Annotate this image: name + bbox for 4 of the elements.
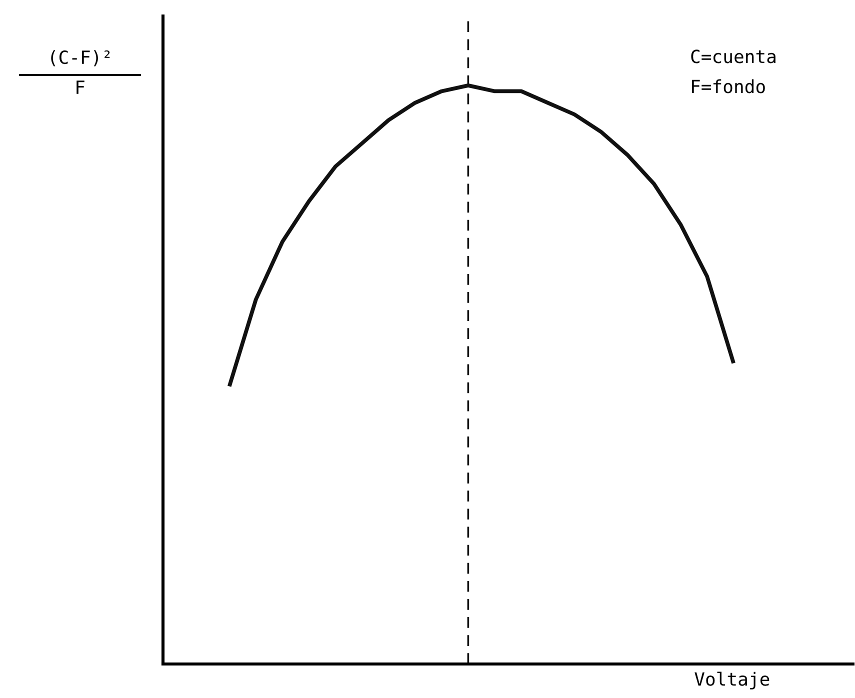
text: C=cuenta bbox=[691, 50, 776, 64]
x-axis-title: Voltaje bbox=[694, 672, 770, 690]
annotation: F=fondo bbox=[692, 79, 765, 94]
y-axis-title: (C-F)² F bbox=[51, 50, 110, 94]
